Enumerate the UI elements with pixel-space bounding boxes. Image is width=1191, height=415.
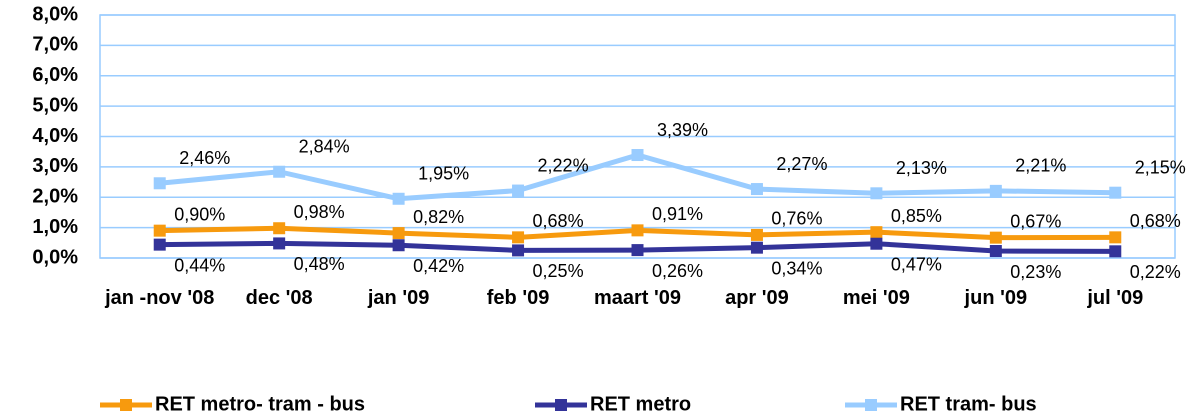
legend-label: RET metro [590,393,691,415]
data-label: 0,34% [771,258,822,278]
legend-marker [120,399,132,411]
data-label: 0,42% [413,256,464,276]
data-label: 0,90% [174,204,225,224]
data-label: 2,13% [896,158,947,178]
y-tick-label: 8,0% [32,3,78,25]
data-label: 0,25% [533,261,584,281]
point-marker [512,244,525,257]
x-tick-label: apr '09 [725,287,789,309]
x-tick-label: jul '09 [1087,287,1144,309]
y-tick-label: 7,0% [32,34,78,56]
point-marker [989,245,1002,258]
plot-border [99,14,1176,259]
data-label: 0,68% [1130,211,1181,231]
data-label: 0,23% [1010,262,1061,282]
point-marker [1109,186,1122,199]
legend-label: RET tram- bus [900,393,1037,415]
legend-label: RET metro- tram - bus [155,393,365,415]
y-tick-label: 3,0% [32,155,78,177]
data-label: 0,47% [891,254,942,274]
point-marker [989,231,1002,244]
x-tick-label: mei '09 [842,287,910,309]
y-tick-label: 1,0% [32,216,78,238]
data-label: 2,21% [1015,156,1066,176]
point-marker [273,237,286,250]
y-tick-label: 5,0% [32,94,78,116]
point-marker [153,177,166,190]
point-marker [153,224,166,237]
data-label: 0,82% [413,207,464,227]
x-tick-label: jan '09 [367,287,430,309]
data-label: 0,68% [533,211,584,231]
point-marker [870,226,883,239]
data-label: 3,39% [657,120,708,140]
data-label: 0,22% [1130,262,1181,282]
data-label: 0,98% [294,202,345,222]
point-marker [273,165,286,178]
data-label: 0,44% [174,255,225,275]
data-label: 2,15% [1135,157,1186,177]
point-marker [631,149,644,162]
data-label: 0,91% [652,204,703,224]
data-label: 2,46% [179,148,230,168]
data-label: 1,95% [418,164,469,184]
y-tick-label: 0,0% [32,246,78,268]
x-tick-label: jun '09 [964,287,1028,309]
x-tick-label: maart '09 [593,287,682,309]
point-marker [1109,245,1122,258]
y-tick-label: 2,0% [32,186,78,208]
point-marker [750,228,763,241]
data-label: 0,85% [891,206,942,226]
x-tick-label: dec '08 [245,287,313,309]
point-marker [870,237,883,250]
x-tick-label: jan -nov '08 [105,287,215,309]
point-marker [989,184,1002,197]
point-marker [392,192,405,205]
point-marker [273,222,286,235]
point-marker [750,183,763,196]
point-marker [870,187,883,200]
point-marker [631,224,644,237]
x-tick-label: feb '09 [486,287,550,309]
point-marker [153,238,166,251]
data-label: 0,67% [1010,211,1061,231]
data-label: 2,27% [776,154,827,174]
data-label: 0,26% [652,261,703,281]
point-marker [1109,231,1122,244]
point-marker [512,231,525,244]
y-tick-label: 6,0% [32,64,78,86]
data-label: 0,76% [771,209,822,229]
data-label: 2,84% [299,136,350,156]
data-label: 0,48% [294,254,345,274]
point-marker [392,227,405,240]
point-marker [750,241,763,254]
point-marker [392,239,405,252]
data-label: 2,22% [538,155,589,175]
point-marker [512,184,525,197]
legend-marker [555,399,567,411]
legend-marker [865,399,877,411]
point-marker [631,244,644,257]
series-line [159,152,1116,202]
y-tick-label: 4,0% [32,125,78,147]
